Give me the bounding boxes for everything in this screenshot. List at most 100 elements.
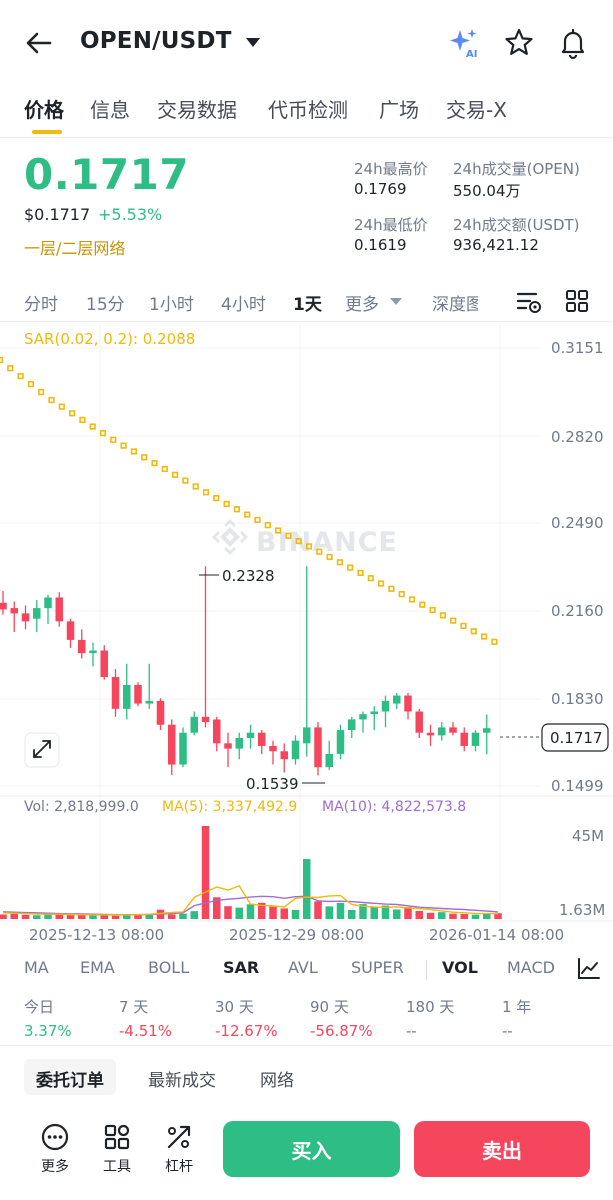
more-button[interactable]: 更多 (27, 1122, 83, 1176)
candle-body (78, 639, 86, 654)
subtab-network[interactable]: 网络 (260, 1071, 294, 1091)
perf-value: -12.67% (215, 1022, 278, 1040)
candle-body (269, 745, 277, 752)
indicator-ma[interactable]: MA (24, 958, 49, 977)
candle-body (145, 700, 153, 704)
sar-dot (274, 527, 282, 534)
leverage-button[interactable]: 杠杆 (151, 1122, 207, 1176)
tools-button[interactable]: 工具 (89, 1122, 145, 1176)
candle-body (134, 684, 142, 704)
chart-settings-icon[interactable] (515, 288, 543, 316)
ai-sparkle-icon[interactable]: AI (447, 26, 481, 60)
tab-token-check[interactable]: 代币检测 (268, 98, 348, 122)
price-tick: 0.1499 (551, 777, 604, 795)
fullscreen-button[interactable] (24, 732, 60, 768)
sar-dot (151, 460, 158, 467)
perf-label: 1 年 (502, 998, 532, 1016)
sar-dot (202, 489, 210, 496)
volume-bar (483, 913, 491, 919)
volume-bar (44, 914, 52, 919)
indicator-ema[interactable]: EMA (80, 958, 115, 977)
candle-body (325, 753, 333, 768)
tab-trading-data[interactable]: 交易数据 (157, 98, 237, 122)
perf-label: 180 天 (406, 998, 455, 1016)
interval-more[interactable]: 更多 (345, 295, 379, 315)
indicator-avl[interactable]: AVL (288, 958, 318, 977)
layout-grid-icon[interactable] (564, 288, 590, 314)
candle-body (190, 716, 198, 733)
buy-button[interactable]: 买入 (223, 1121, 400, 1177)
tab-trade-x[interactable]: 交易-X (446, 98, 507, 122)
interval-1h[interactable]: 1小时 (149, 295, 194, 315)
pair-title[interactable]: OPEN/USDT (80, 28, 232, 54)
interval-depth[interactable]: 深度图 (432, 295, 478, 314)
indicator-super[interactable]: SUPER (351, 958, 404, 977)
top-header: OPEN/USDT AI (0, 0, 613, 88)
sar-dot (419, 601, 426, 608)
bell-icon[interactable] (556, 26, 590, 60)
candle-body (111, 677, 120, 709)
tab-info[interactable]: 信息 (90, 98, 130, 122)
indicator-boll[interactable]: BOLL (148, 958, 190, 977)
sar-dot (316, 548, 323, 555)
leverage-icon (167, 1125, 191, 1149)
ma5-line (2, 885, 499, 916)
expand-icon (33, 740, 51, 758)
candlestick-chart[interactable]: BINANCE 0.3151 0.2820 0.2490 0.2160 0.18… (0, 323, 613, 948)
price-tick: 0.1830 (551, 690, 604, 708)
candle-body (359, 714, 367, 720)
network-tag[interactable]: 一层/二层网络 (24, 239, 126, 258)
volume-bar (201, 826, 210, 919)
low-value: 0.1619 (354, 236, 407, 254)
performance-row: 今日 3.37% 7 天 -4.51% 30 天 -12.67% 90 天 -5… (0, 990, 613, 1046)
candle-body (438, 727, 446, 736)
back-arrow-icon[interactable] (22, 26, 56, 60)
tab-price[interactable]: 价格 (24, 98, 64, 122)
leverage-label: 杠杆 (165, 1159, 193, 1175)
star-icon[interactable] (502, 26, 536, 60)
price-tick: 0.3151 (551, 339, 604, 357)
volume-bar (494, 913, 502, 919)
interval-1d[interactable]: 1天 (293, 295, 322, 315)
interval-15m[interactable]: 15分 (86, 295, 125, 315)
volume-bar (426, 912, 435, 919)
volume-bar (100, 914, 108, 919)
chart-canvas[interactable]: BINANCE 0.3151 0.2820 0.2490 0.2160 0.18… (0, 323, 613, 948)
volume-bar (246, 904, 255, 919)
candle-body (156, 700, 165, 725)
volume-bar (78, 914, 86, 919)
sar-dot (470, 628, 477, 635)
main-tabs: 价格 信息 交易数据 代币检测 广场 交易-X (0, 88, 613, 138)
candle-body (89, 650, 97, 654)
volume-bar (370, 907, 378, 919)
volume-bar (348, 909, 356, 919)
tab-square[interactable]: 广场 (379, 98, 419, 122)
volume-bar (415, 910, 423, 919)
subtab-latest-trades[interactable]: 最新成交 (148, 1071, 216, 1091)
indicator-sar[interactable]: SAR (223, 958, 260, 977)
candle-body (100, 650, 108, 678)
indicator-vol[interactable]: VOL (442, 958, 478, 977)
volume-label: Vol: 2,818,999.0 (24, 799, 139, 815)
interval-timeline[interactable]: 分时 (24, 295, 58, 315)
volume-bar (10, 913, 18, 919)
candle-body (246, 732, 255, 739)
sar-dot (233, 506, 241, 513)
tools-grid-icon (104, 1124, 130, 1150)
indicator-macd[interactable]: MACD (507, 958, 555, 977)
sar-dot (254, 516, 261, 523)
sar-dot (38, 388, 45, 396)
last-price-tag[interactable] (541, 723, 609, 752)
caret-down-icon[interactable] (246, 38, 260, 47)
sar-dot (182, 477, 189, 484)
volume-bar (66, 915, 75, 919)
subtab-order-book[interactable]: 委托订单 (24, 1059, 116, 1095)
interval-4h[interactable]: 4小时 (221, 295, 266, 315)
volume-bar (145, 914, 153, 919)
active-tab-indicator (32, 130, 62, 134)
sell-button[interactable]: 卖出 (414, 1121, 590, 1177)
indicator-settings-icon[interactable] (576, 956, 602, 982)
sar-dot (7, 365, 14, 372)
vol-quote-label: 24h成交额(USDT) (453, 216, 580, 234)
sar-dot (110, 436, 117, 443)
